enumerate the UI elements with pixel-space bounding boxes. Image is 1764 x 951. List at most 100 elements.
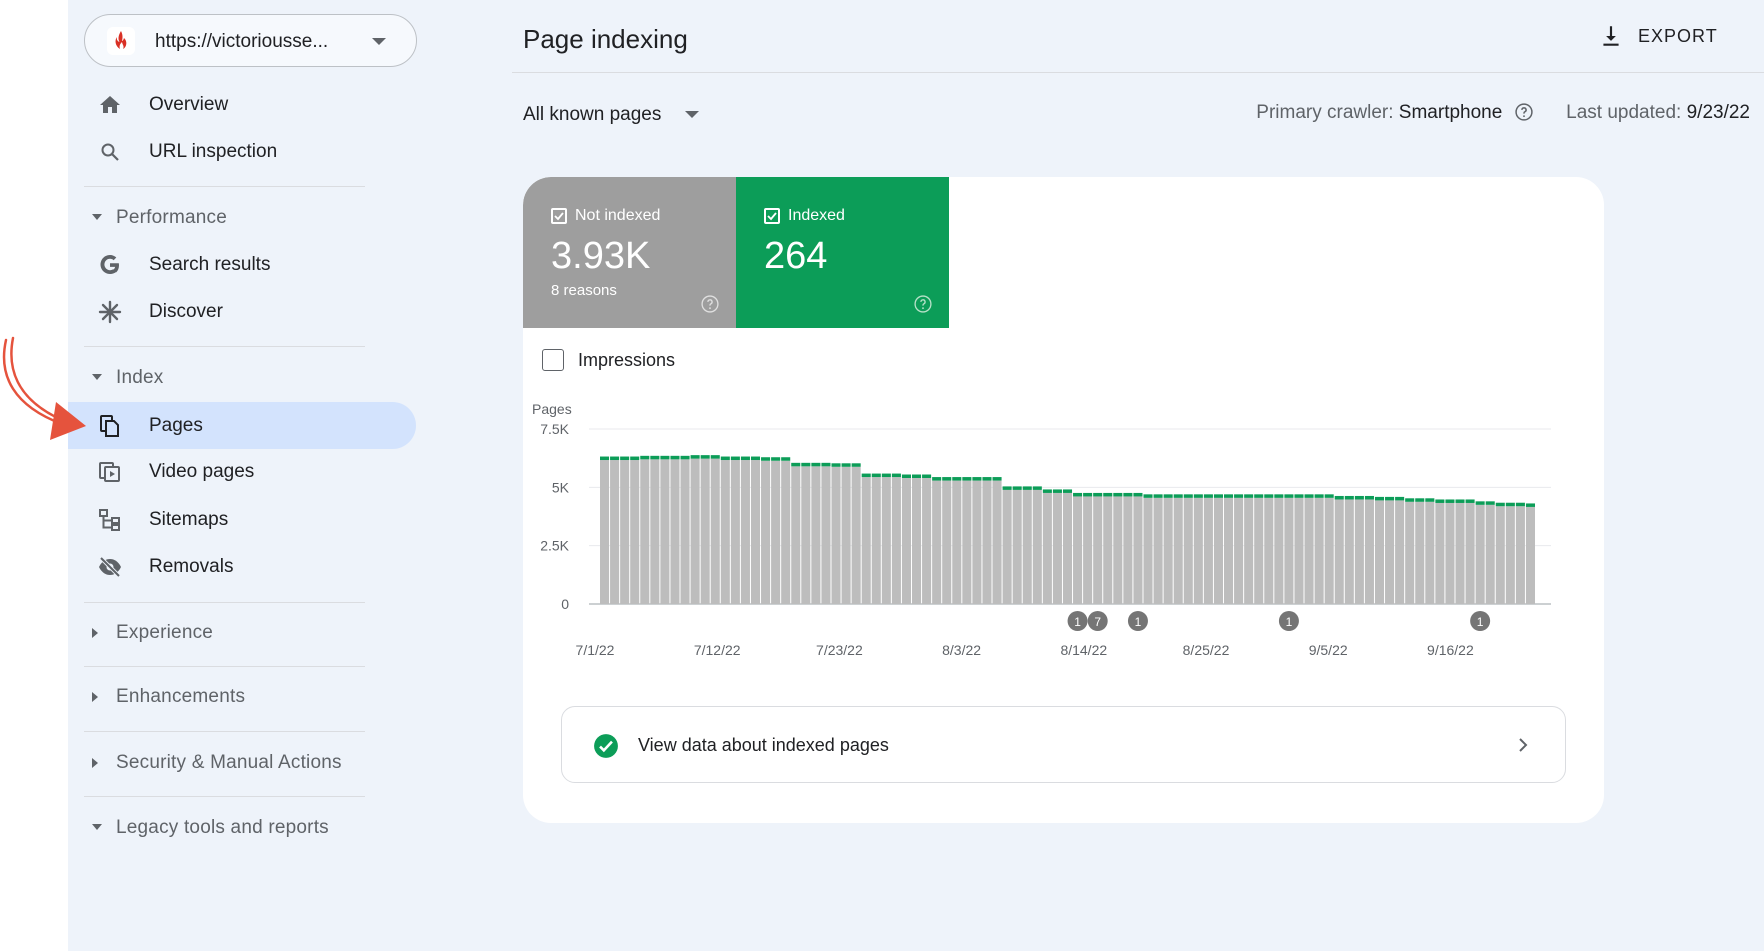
not-indexed-label: Not indexed xyxy=(575,207,661,224)
sidebar-item-label: Sitemaps xyxy=(149,509,229,530)
help-icon[interactable] xyxy=(700,294,720,314)
bar-not-indexed xyxy=(901,478,911,604)
section-legacy-tools[interactable]: Legacy tools and reports xyxy=(68,808,416,848)
not-indexed-value: 3.93K xyxy=(551,235,651,277)
bar-indexed xyxy=(1515,502,1525,507)
bar-not-indexed xyxy=(720,460,730,604)
sidebar-item-sitemaps[interactable]: Sitemaps xyxy=(68,494,416,546)
bar-not-indexed xyxy=(1264,497,1274,604)
bar-indexed xyxy=(1254,494,1264,498)
sidebar-item-video-pages[interactable]: Video pages xyxy=(68,446,416,498)
bar-indexed xyxy=(730,456,740,461)
bar-not-indexed xyxy=(1405,501,1415,604)
bar-not-indexed xyxy=(1244,497,1254,604)
section-enhancements[interactable]: Enhancements xyxy=(68,677,416,717)
indexed-tile[interactable]: Indexed 264 xyxy=(736,177,949,328)
bar-not-indexed xyxy=(972,480,982,604)
sidebar-item-pages[interactable]: Pages xyxy=(68,402,416,449)
bar-not-indexed xyxy=(1234,497,1244,604)
section-security-manual-actions[interactable]: Security & Manual Actions xyxy=(68,743,416,783)
bar-indexed xyxy=(1042,489,1052,493)
bar-indexed xyxy=(1032,486,1042,490)
bar-indexed xyxy=(952,477,962,481)
annotation-marker xyxy=(1470,611,1491,631)
bar-indexed xyxy=(650,455,660,460)
bar-not-indexed xyxy=(1515,506,1525,604)
site-logo xyxy=(107,27,135,55)
bar-indexed xyxy=(670,455,680,460)
bar-indexed xyxy=(1022,486,1032,490)
section-experience[interactable]: Experience xyxy=(68,613,416,653)
indexing-card: Not indexed 3.93K 8 reasons Indexed 264 xyxy=(523,177,1604,823)
sidebar-item-discover[interactable]: Discover xyxy=(68,286,416,338)
bar-not-indexed xyxy=(1224,497,1234,604)
bar-indexed xyxy=(1062,489,1073,493)
bar-not-indexed xyxy=(1344,499,1354,604)
bar-indexed xyxy=(660,455,670,460)
video-pages-icon xyxy=(98,460,122,484)
bar-indexed xyxy=(972,477,982,481)
property-selector[interactable]: https://victoriousse... xyxy=(84,14,417,67)
help-icon[interactable] xyxy=(913,294,933,314)
bar-indexed xyxy=(1324,494,1334,498)
sidebar-item-url-inspection[interactable]: URL inspection xyxy=(68,126,416,178)
bar-not-indexed xyxy=(610,460,620,604)
bar-indexed xyxy=(1083,492,1093,497)
sidebar-divider xyxy=(84,346,365,347)
bar-indexed xyxy=(1002,486,1012,490)
bar-not-indexed xyxy=(1435,502,1445,604)
not-indexed-tile[interactable]: Not indexed 3.93K 8 reasons xyxy=(523,177,736,328)
bar-indexed xyxy=(1093,492,1103,497)
bar-indexed xyxy=(1284,494,1294,498)
export-button[interactable]: EXPORT xyxy=(1598,20,1738,50)
download-icon xyxy=(1598,23,1624,49)
bar-not-indexed xyxy=(891,477,901,604)
help-icon[interactable] xyxy=(1514,102,1534,122)
section-performance[interactable]: Performance xyxy=(68,198,416,238)
bar-not-indexed xyxy=(1032,489,1042,604)
bar-not-indexed xyxy=(1163,497,1173,604)
bar-indexed xyxy=(982,477,992,481)
bar-indexed xyxy=(1193,494,1203,498)
bar-indexed xyxy=(620,456,630,461)
checkbox-icon xyxy=(551,208,567,224)
bar-not-indexed xyxy=(962,480,972,604)
bar-indexed xyxy=(1485,501,1495,505)
pages-filter-dropdown[interactable]: All known pages xyxy=(523,100,723,130)
x-tick-label: 7/12/22 xyxy=(694,642,741,658)
bar-not-indexed xyxy=(1445,502,1455,604)
section-label: Performance xyxy=(116,207,227,228)
crawler-meta: Primary crawler: Smartphone Last updated… xyxy=(1256,102,1750,124)
bar-not-indexed xyxy=(1183,497,1193,604)
bar-not-indexed xyxy=(821,466,831,604)
section-index[interactable]: Index xyxy=(68,358,416,398)
bar-indexed xyxy=(1415,498,1425,502)
view-indexed-pages-button[interactable]: View data about indexed pages xyxy=(561,706,1566,783)
bar-not-indexed xyxy=(851,466,861,604)
sidebar-item-removals[interactable]: Removals xyxy=(68,541,416,593)
sidebar-item-label: Discover xyxy=(149,301,223,322)
impressions-checkbox[interactable] xyxy=(542,349,564,371)
bar-not-indexed xyxy=(1374,500,1385,604)
sidebar-item-overview[interactable]: Overview xyxy=(68,79,416,131)
bar-not-indexed xyxy=(801,466,811,604)
bar-not-indexed xyxy=(1012,489,1022,604)
annotation-marker xyxy=(1087,611,1108,631)
y-tick-label: 2.5K xyxy=(540,538,569,554)
bar-not-indexed xyxy=(620,460,630,604)
bar-indexed xyxy=(1455,499,1465,503)
search-icon xyxy=(98,140,122,164)
bar-indexed xyxy=(1274,494,1284,498)
bar-not-indexed xyxy=(1093,496,1103,604)
bar-not-indexed xyxy=(1042,492,1052,604)
annotation-label: 1 xyxy=(1074,615,1081,629)
bar-not-indexed xyxy=(1304,497,1314,604)
bar-indexed xyxy=(1143,494,1153,498)
sidebar-item-search-results[interactable]: Search results xyxy=(68,239,416,291)
bar-not-indexed xyxy=(730,460,740,604)
bar-not-indexed xyxy=(1103,496,1113,604)
bar-indexed xyxy=(1203,494,1213,498)
bar-indexed xyxy=(1244,494,1254,498)
bar-indexed xyxy=(1405,498,1415,502)
